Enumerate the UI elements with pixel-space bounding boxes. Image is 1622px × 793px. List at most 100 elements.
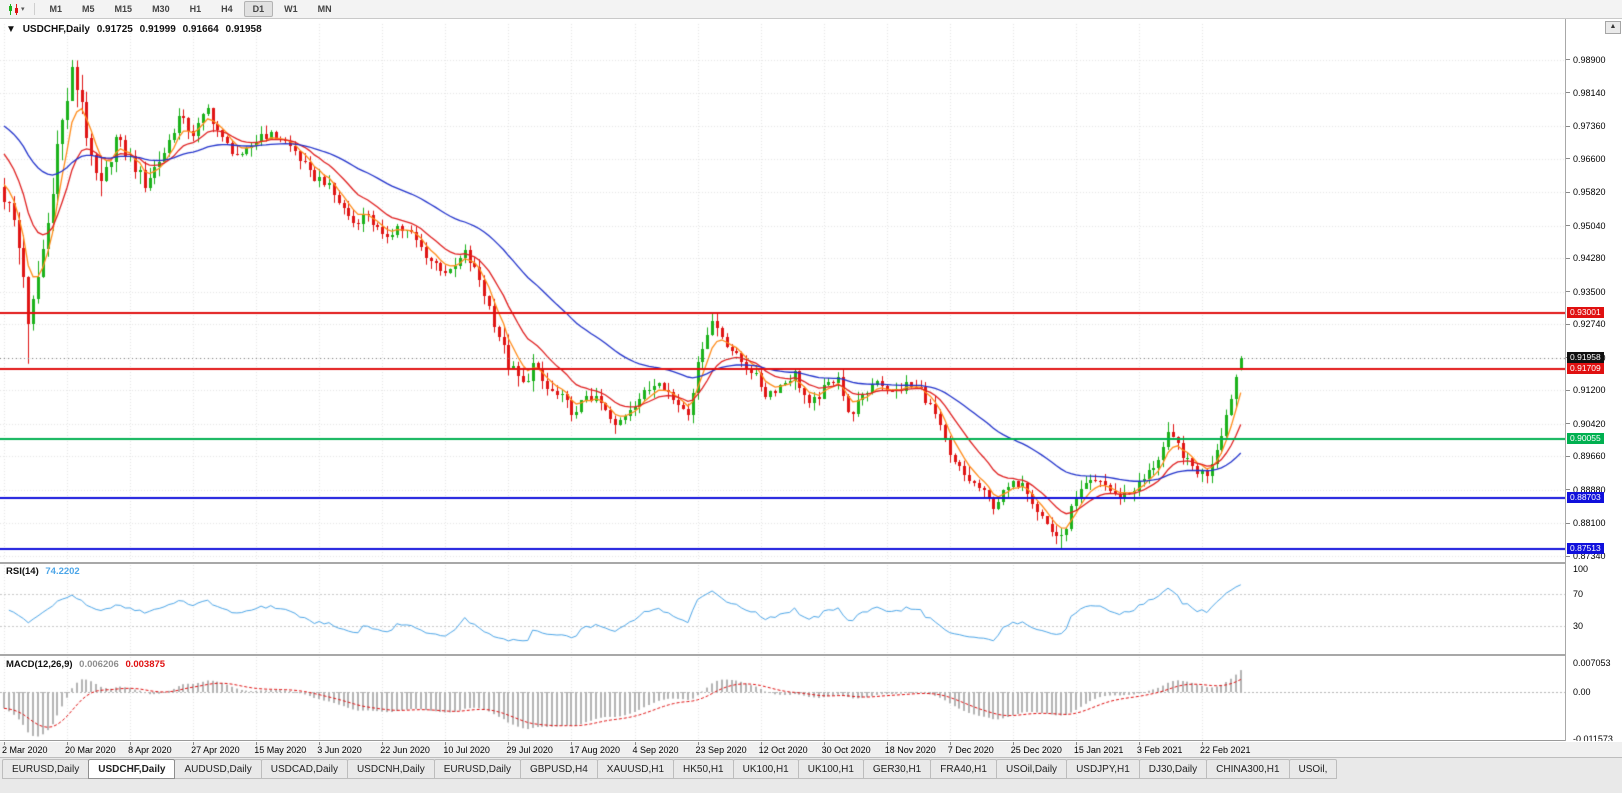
price-tick-mark <box>1566 191 1570 193</box>
macd-name: MACD(12,26,9) <box>6 659 73 670</box>
chart-tab-usdchf-daily[interactable]: USDCHF,Daily <box>88 759 176 779</box>
time-tick-mark <box>382 742 383 745</box>
time-tick-mark <box>950 742 951 745</box>
price-tick-mark <box>1566 455 1570 457</box>
chart-type-button[interactable]: ▾ <box>4 3 28 16</box>
chart-tab-china300-h1[interactable]: CHINA300,H1 <box>1206 759 1290 779</box>
price-tick-label: 0.88100 <box>1573 518 1606 529</box>
chart-tab-usdcnh-daily[interactable]: USDCNH,Daily <box>346 759 435 779</box>
chart-tab-fra40-h1[interactable]: FRA40,H1 <box>930 759 997 779</box>
time-tick-label: 30 Oct 2020 <box>821 745 871 755</box>
time-tick-label: 27 Apr 2020 <box>191 745 240 755</box>
support-line-badge: 0.88703 <box>1567 491 1604 503</box>
rsi-value: 74.2202 <box>45 566 80 577</box>
macd-axis-label: 0.00 <box>1573 687 1591 697</box>
time-tick-label: 10 Jul 2020 <box>443 745 490 755</box>
price-tick-mark <box>1566 555 1570 557</box>
chart-tab-hk50-h1[interactable]: HK50,H1 <box>673 759 734 779</box>
timeframe-h1[interactable]: H1 <box>189 4 202 14</box>
price-tick-mark <box>1566 323 1570 325</box>
timeframe-h4[interactable]: H4 <box>221 4 233 14</box>
time-tick-label: 4 Sep 2020 <box>632 745 679 755</box>
time-tick-mark <box>571 742 572 745</box>
time-tick-label: 22 Jun 2020 <box>380 745 430 755</box>
time-tick-label: 17 Aug 2020 <box>569 745 620 755</box>
price-tick-mark <box>1566 389 1570 391</box>
chart-tab-eurusd-daily[interactable]: EURUSD,Daily <box>433 759 521 779</box>
price-tick-mark <box>1566 522 1570 524</box>
chart-tab-usdjpy-h1[interactable]: USDJPY,H1 <box>1066 759 1140 779</box>
price-tick-label: 0.92740 <box>1573 319 1606 330</box>
price-axis[interactable]: 0.98900 0.98140 0.97360 0.96600 0.95820 0.950… <box>1565 19 1622 741</box>
time-tick-label: 12 Oct 2020 <box>758 745 808 755</box>
ohlc-low: 0.91664 <box>182 24 219 35</box>
chevron-down-icon[interactable]: ▾ <box>21 6 25 13</box>
price-chart-canvas[interactable] <box>0 0 1565 741</box>
support-line-badge: 0.87513 <box>1567 542 1604 554</box>
time-tick-label: 2 Mar 2020 <box>2 745 48 755</box>
scroll-up-button[interactable]: ▲ <box>1605 21 1621 34</box>
time-tick-label: 25 Dec 2020 <box>1010 745 1062 755</box>
time-axis[interactable]: 2 Mar 2020 20 Mar 2020 8 Apr 2020 27 Apr 20… <box>0 742 1622 757</box>
time-tick-label: 8 Apr 2020 <box>128 745 172 755</box>
timeframe-d1[interactable]: D1 <box>243 1 274 17</box>
chart-tab-audusd-daily[interactable]: AUDUSD,Daily <box>174 759 262 779</box>
macd-signal-value: 0.003875 <box>125 659 166 670</box>
time-tick-mark <box>761 742 762 745</box>
price-tick-mark <box>1566 225 1570 227</box>
time-tick-mark <box>1202 742 1203 745</box>
time-tick-mark <box>698 742 699 745</box>
rsi-axis-label: 30 <box>1573 621 1584 632</box>
time-tick-label: 20 Mar 2020 <box>65 745 116 755</box>
timeframe-mn[interactable]: MN <box>317 4 332 14</box>
chart-tab-usoil[interactable]: USOil, <box>1288 759 1338 779</box>
current-price-badge: 0.91958 <box>1567 351 1604 363</box>
time-tick-mark <box>635 742 636 745</box>
resistance-line-badge: 0.91709 <box>1567 362 1604 374</box>
chart-tab-dj30-daily[interactable]: DJ30,Daily <box>1138 759 1208 779</box>
timeframe-m15[interactable]: M15 <box>114 4 133 14</box>
price-tick-label: 0.95820 <box>1573 187 1606 198</box>
price-tick-label: 0.93500 <box>1573 286 1606 297</box>
price-tick-mark <box>1566 291 1570 293</box>
rsi-axis-label: 70 <box>1573 588 1584 599</box>
macd-indicator-label: MACD(12,26,9) 0.006206 0.003875 <box>6 659 169 670</box>
chart-tab-uk100-h1[interactable]: UK100,H1 <box>797 759 864 779</box>
panel-divider[interactable] <box>0 654 1622 656</box>
candlestick-chart-icon <box>9 3 18 15</box>
chart-tab-gbpusd-h4[interactable]: GBPUSD,H4 <box>519 759 598 779</box>
chart-tab-xauusd-h1[interactable]: XAUUSD,H1 <box>596 759 675 779</box>
time-tick-mark <box>4 742 5 745</box>
time-tick-mark <box>445 742 446 745</box>
time-tick-mark <box>67 742 68 745</box>
chart-tab-usoil-daily[interactable]: USOil,Daily <box>995 759 1068 779</box>
timeframe-m30[interactable]: M30 <box>152 4 170 14</box>
chart-toolbar: ▾ M1 M5 M15 M30 H1 H4 D1 W1 MN <box>0 0 1622 19</box>
macd-axis-label: -0.011573 <box>1573 734 1613 741</box>
price-tick-mark <box>1566 125 1570 127</box>
panel-divider[interactable] <box>0 562 1622 564</box>
timeframe-m5[interactable]: M5 <box>82 4 95 14</box>
macd-axis-label: 0.007053 <box>1573 658 1611 669</box>
price-tick-label: 0.98140 <box>1573 87 1606 98</box>
timeframe-w1[interactable]: W1 <box>284 4 298 14</box>
chart-tab-eurusd-daily[interactable]: EURUSD,Daily <box>2 759 90 779</box>
time-tick-mark <box>319 742 320 745</box>
ohlc-high: 0.91999 <box>139 24 176 35</box>
chart-tab-ger30-h1[interactable]: GER30,H1 <box>862 759 932 779</box>
price-tick-label: 0.88880 <box>1573 484 1606 495</box>
timeframe-m1[interactable]: M1 <box>49 4 63 14</box>
chart-tab-usdcad-daily[interactable]: USDCAD,Daily <box>260 759 348 779</box>
rsi-name: RSI(14) <box>6 566 39 577</box>
price-tick-mark <box>1566 257 1570 259</box>
collapse-chart-list-icon[interactable]: ▼ <box>6 24 16 35</box>
chart-tab-uk100-h1[interactable]: UK100,H1 <box>732 759 799 779</box>
price-tick-label: 0.87340 <box>1573 551 1606 561</box>
price-tick-label: 0.89660 <box>1573 451 1606 462</box>
time-tick-label: 15 Jan 2021 <box>1073 745 1124 755</box>
time-tick-mark <box>1076 742 1077 745</box>
time-tick-mark <box>1013 742 1014 745</box>
time-tick-label: 18 Nov 2020 <box>884 745 936 755</box>
time-tick-label: 23 Sep 2020 <box>695 745 747 755</box>
